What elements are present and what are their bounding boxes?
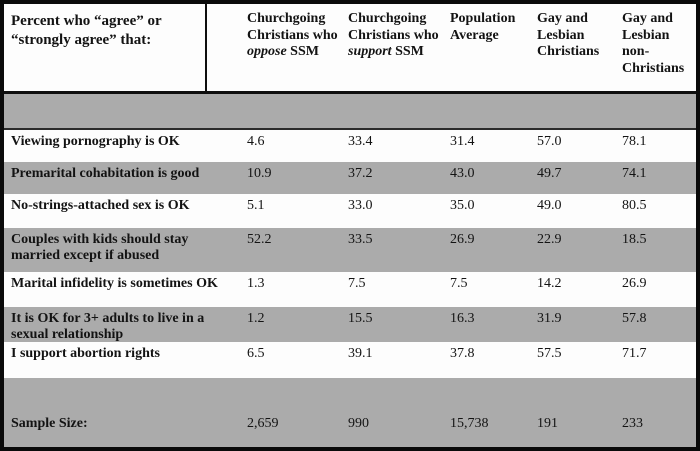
cell-value: 35.0 — [450, 198, 475, 213]
header-churchgoing-oppose-ssm: Churchgoing Christians who oppose SSM — [247, 4, 348, 91]
cell-value: 10.9 — [247, 166, 272, 181]
table-header-row: Percent who “agree” or “strongly agree” … — [4, 4, 696, 94]
cell-value: 57.8 — [622, 311, 647, 326]
header-italic-word: support — [348, 44, 392, 59]
table-row-marital-infidelity: Marital infidelity is sometimes OK 1.3 7… — [4, 272, 696, 307]
cell-value: 1.3 — [247, 276, 265, 291]
table-row-three-plus-adults: It is OK for 3+ adults to live in a sexu… — [4, 307, 696, 342]
table-row-no-strings-sex: No-strings-attached sex is OK 5.1 33.0 3… — [4, 194, 696, 228]
table-row-viewing-pornography: Viewing pornography is OK 4.6 33.4 31.4 … — [4, 128, 696, 162]
header-text: SSM — [391, 44, 424, 59]
header-text: Churchgoing Christians who — [348, 11, 439, 43]
cell-value: 57.0 — [537, 134, 562, 149]
header-italic-word: oppose — [247, 44, 287, 59]
separator-band-bottom — [4, 378, 696, 408]
sample-size-label: Sample Size: — [11, 416, 88, 431]
cell-value: 4.6 — [247, 134, 265, 149]
header-text: Gay and Lesbian non-Christians — [622, 11, 685, 76]
header-churchgoing-support-ssm: Churchgoing Christians who support SSM — [348, 4, 450, 91]
cell-value: 22.9 — [537, 232, 562, 247]
header-text: Gay and Lesbian Christians — [537, 11, 600, 59]
sample-size-value: 233 — [622, 416, 643, 431]
cell-value: 7.5 — [450, 276, 468, 291]
cell-value: 37.2 — [348, 166, 373, 181]
cell-value: 52.2 — [247, 232, 272, 247]
cell-value: 16.3 — [450, 311, 475, 326]
cell-value: 33.0 — [348, 198, 373, 213]
table-row-premarital-cohabitation: Premarital cohabitation is good 10.9 37.… — [4, 162, 696, 194]
sample-size-value: 191 — [537, 416, 558, 431]
cell-value: 33.5 — [348, 232, 373, 247]
header-statements: Percent who “agree” or “strongly agree” … — [4, 4, 247, 91]
header-statements-line2: “strongly agree” that: — [11, 32, 152, 48]
header-statements-line1: Percent who “agree” or — [11, 13, 162, 29]
cell-value: 7.5 — [348, 276, 366, 291]
sample-size-value: 15,738 — [450, 416, 489, 431]
cell-value: 18.5 — [622, 232, 647, 247]
row-label: It is OK for 3+ adults to live in a sexu… — [11, 311, 205, 342]
row-label: Couples with kids should stay married ex… — [11, 232, 189, 263]
row-label: Marital infidelity is sometimes OK — [11, 276, 218, 291]
cell-value: 5.1 — [247, 198, 265, 213]
cell-value: 37.8 — [450, 346, 475, 361]
cell-value: 26.9 — [450, 232, 475, 247]
sample-size-value: 2,659 — [247, 416, 279, 431]
header-gay-lesbian-non-christians: Gay and Lesbian non-Christians — [622, 4, 696, 91]
cell-value: 1.2 — [247, 311, 265, 326]
cell-value: 14.2 — [537, 276, 562, 291]
row-label: No-strings-attached sex is OK — [11, 198, 190, 213]
cell-value: 80.5 — [622, 198, 647, 213]
sample-size-row: Sample Size: 2,659 990 15,738 191 233 — [4, 408, 696, 447]
row-label: Premarital cohabitation is good — [11, 166, 200, 181]
cell-value: 71.7 — [622, 346, 647, 361]
cell-value: 74.1 — [622, 166, 647, 181]
header-gay-lesbian-christians: Gay and Lesbian Christians — [537, 4, 622, 91]
cell-value: 57.5 — [537, 346, 562, 361]
row-label: Viewing pornography is OK — [11, 134, 180, 149]
header-text: Population Average — [450, 11, 516, 43]
cell-value: 49.0 — [537, 198, 562, 213]
header-text: Churchgoing Christians who — [247, 11, 338, 43]
cell-value: 26.9 — [622, 276, 647, 291]
header-population-average: Population Average — [450, 4, 537, 91]
cell-value: 43.0 — [450, 166, 475, 181]
cell-value: 6.5 — [247, 346, 265, 361]
cell-value: 78.1 — [622, 134, 647, 149]
header-text: SSM — [286, 44, 319, 59]
row-label: I support abortion rights — [11, 346, 160, 361]
cell-value: 31.9 — [537, 311, 562, 326]
cell-value: 31.4 — [450, 134, 475, 149]
separator-band-top — [4, 94, 696, 128]
cell-value: 49.7 — [537, 166, 562, 181]
sample-size-value: 990 — [348, 416, 369, 431]
cell-value: 15.5 — [348, 311, 373, 326]
table-row-abortion-rights: I support abortion rights 6.5 39.1 37.8 … — [4, 342, 696, 378]
cell-value: 33.4 — [348, 134, 373, 149]
table-row-couples-stay-married: Couples with kids should stay married ex… — [4, 228, 696, 272]
cell-value: 39.1 — [348, 346, 373, 361]
header-column-divider — [205, 4, 207, 91]
